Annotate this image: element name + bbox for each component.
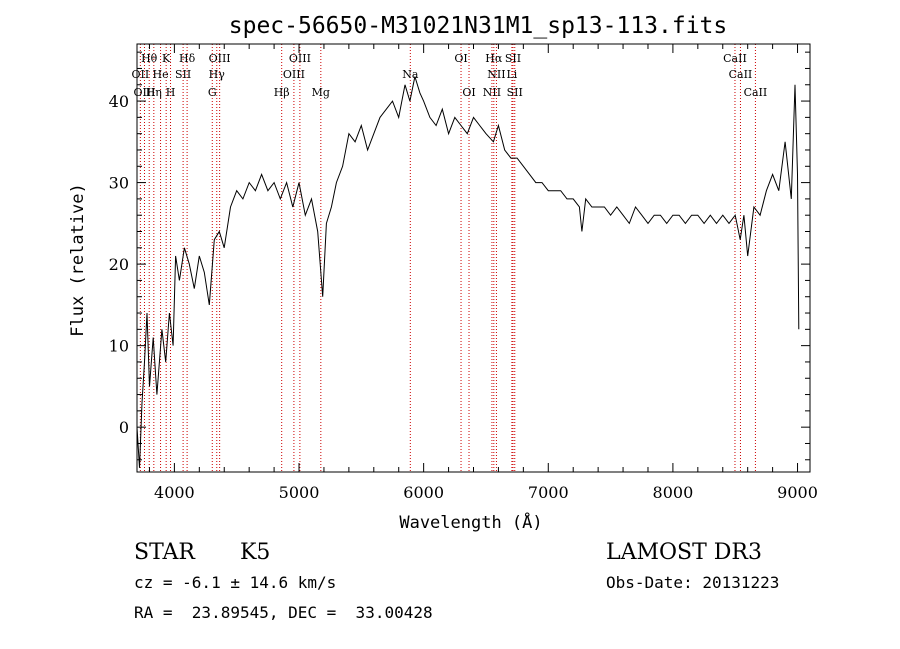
line-label: OIII <box>133 86 155 99</box>
line-label: CaII <box>729 68 753 81</box>
x-tick-label: 4000 <box>154 483 195 502</box>
emission-line-markers <box>139 44 756 472</box>
line-label: NII <box>487 68 505 81</box>
line-label: SII <box>507 86 523 99</box>
line-label: OI <box>462 86 475 99</box>
x-tick-label: 6000 <box>403 483 444 502</box>
y-tick-label: 30 <box>109 174 129 193</box>
x-tick-label: 5000 <box>279 483 320 502</box>
y-tick-label: 20 <box>109 255 129 274</box>
redshift-text: cz = -6.1 ± 14.6 km/s <box>134 573 337 592</box>
chart-title: spec-56650-M31021N31M1_sp13-113.fits <box>229 13 728 39</box>
line-label: Li <box>506 68 517 81</box>
y-axis-label: Flux (relative) <box>68 183 88 337</box>
line-label: Hα <box>485 52 503 65</box>
x-tick-label: 8000 <box>653 483 694 502</box>
line-label: Na <box>402 68 419 81</box>
plot-frame <box>136 43 811 473</box>
line-label: OIII <box>289 52 311 65</box>
line-label: CaII <box>723 52 747 65</box>
line-label: OIII <box>209 52 231 65</box>
line-label: Hγ <box>209 68 226 81</box>
spectrum-line <box>136 76 800 468</box>
line-label: K <box>162 52 171 65</box>
line-label: CaII <box>744 86 768 99</box>
x-tick-label: 7000 <box>528 483 569 502</box>
line-label: Hδ <box>179 52 196 65</box>
line-label: SII <box>175 68 191 81</box>
line-label: OI <box>454 52 467 65</box>
coordinates: RA = 23.89545, DEC = 33.00428 <box>134 603 433 622</box>
line-label: G <box>208 86 217 99</box>
object-subclass: K5 <box>240 540 271 565</box>
x-tick-label: 9000 <box>777 483 818 502</box>
line-label: Hθ <box>141 52 158 65</box>
y-tick-label: 40 <box>109 92 129 111</box>
line-label: Mg <box>312 86 330 99</box>
line-label: OIII <box>283 68 305 81</box>
obs-date: Obs-Date: 20131223 <box>606 573 780 592</box>
x-axis-label: Wavelength (Å) <box>399 511 542 533</box>
line-label: SII <box>505 52 521 65</box>
line-label: NII <box>483 86 501 99</box>
line-label: H <box>166 86 176 99</box>
object-class: STAR <box>134 540 195 565</box>
y-tick-label: 0 <box>119 418 129 437</box>
line-label: He <box>153 68 169 81</box>
line-label: OII <box>132 68 150 81</box>
line-label: Hη <box>146 86 162 99</box>
y-tick-label: 10 <box>109 337 129 356</box>
line-label: Hβ <box>274 86 290 99</box>
survey-name: LAMOST DR3 <box>606 540 762 565</box>
axis-ticks: 4000 5000 6000 7000 8000 9000 0 10 20 30 40 <box>109 44 818 502</box>
